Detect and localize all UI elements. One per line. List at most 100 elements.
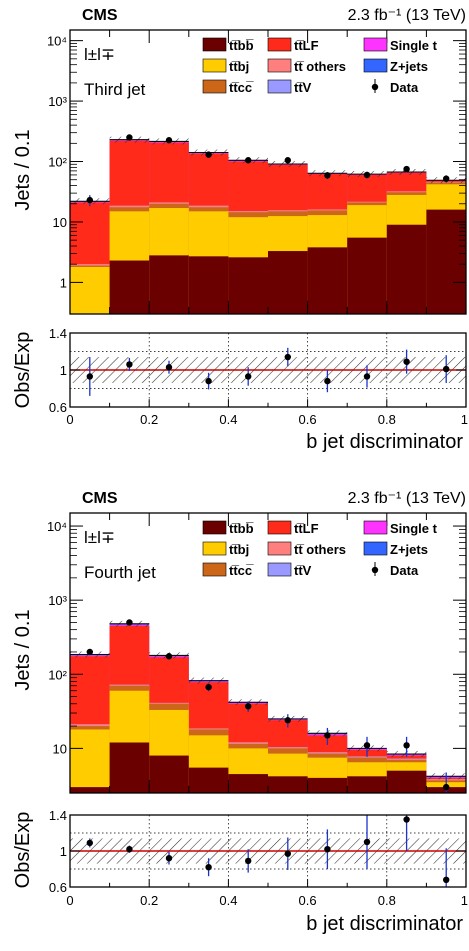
data-point-bin-9 <box>443 783 450 791</box>
legend-label-ttLF: tt̅LF <box>294 38 319 53</box>
main-plot: 1 10 10² 10³ 10⁴ <box>47 30 467 314</box>
bar-ttbb-bin-5 <box>268 776 308 793</box>
data-point-bin-1 <box>126 134 133 141</box>
y-axis-title: Jets / 0.1 <box>12 609 34 690</box>
ratio-y-tick-label: 1.4 <box>49 326 67 341</box>
x-tick-label: 0.6 <box>299 893 317 908</box>
x-tick-label: 0.2 <box>140 412 158 427</box>
data-point-bin-2 <box>165 137 173 144</box>
ratio-frame <box>69 814 467 888</box>
data-point-bin-4 <box>245 157 252 164</box>
bar-ttbb-bin-7 <box>347 237 387 314</box>
data-point-bin-8 <box>403 165 410 173</box>
legend-label-singlet: Single t <box>390 38 438 53</box>
ratio-point-bin-2 <box>165 855 173 862</box>
ratio-point-bin-1 <box>126 361 133 368</box>
bar-ttbb-bin-3 <box>188 767 229 793</box>
data-point-bin-0 <box>86 196 94 204</box>
ratio-y-tick-label: 0.6 <box>49 400 67 415</box>
ratio-point-bin-7 <box>363 838 371 846</box>
legend-label-zjets: Z+jets <box>390 542 428 557</box>
y-tick-label: 10² <box>48 667 67 682</box>
ratio-point-bin-9 <box>443 365 450 373</box>
legend: tt̅bb̅ tt̅LF Single t tt̅bj tt̅ others Z+jets… <box>202 520 438 578</box>
x-tick-label: 1 <box>461 412 468 427</box>
data-point-bin-5 <box>284 157 291 164</box>
y-tick-label: 1 <box>60 275 67 290</box>
bar-ttbj-bin-0 <box>70 266 110 314</box>
data-point-bin-6 <box>324 172 331 179</box>
bar-ttbb-bin-6 <box>307 777 348 793</box>
ratio-point-bin-1 <box>126 846 133 853</box>
ratio-point-bin-6 <box>324 377 331 385</box>
bar-ttbj-bin-0 <box>70 729 110 793</box>
bar-ttbb-bin-4 <box>228 257 268 314</box>
legend-swatch-ttother <box>267 541 292 556</box>
bar-ttbb-bin-8 <box>386 770 427 793</box>
bar-ttbb-bin-1 <box>109 742 150 793</box>
ratio-y-tick-label: 1.4 <box>49 808 67 823</box>
channel-label: l±l∓ <box>84 528 115 547</box>
y-tick-label: 10⁴ <box>47 519 67 534</box>
ratio-point-bin-2 <box>165 364 173 371</box>
ratio-point-bin-5 <box>284 850 291 857</box>
legend-swatch-zjets <box>363 541 388 556</box>
ratio-point-bin-8 <box>403 358 410 365</box>
legend-label-ttbj: tt̅bj <box>229 59 249 74</box>
ratio-y-tick-label: 1 <box>60 844 67 859</box>
bar-ttbb-bin-0 <box>70 787 110 793</box>
data-point-bin-7 <box>363 742 371 749</box>
x-tick-label: 0 <box>66 893 73 908</box>
y-tick-label: 10³ <box>48 593 67 608</box>
legend-label-data: Data <box>390 563 419 578</box>
legend-swatch-ttV <box>267 79 292 94</box>
data-point-bin-1 <box>126 619 133 626</box>
legend-swatch-ttcc <box>202 79 227 94</box>
lumi-label: 2.3 fb⁻¹ (13 TeV) <box>348 7 466 24</box>
x-tick-label: 0.6 <box>299 412 317 427</box>
data-point-bin-8 <box>403 742 410 749</box>
x-axis-title: b jet discriminator <box>306 431 463 453</box>
ratio-frame <box>69 332 467 408</box>
bar-ttbb-bin-2 <box>149 755 189 793</box>
data-point-bin-2 <box>165 653 173 660</box>
jet-label: Fourth jet <box>84 563 156 582</box>
legend-label-ttV: tt̅V <box>294 563 312 578</box>
data-point-bin-9 <box>443 175 450 182</box>
ratio-point-bin-0 <box>86 839 94 847</box>
legend-marker-data <box>371 83 379 91</box>
legend-label-ttLF: tt̅LF <box>294 521 319 536</box>
legend: tt̅bb̅ tt̅LF Single t tt̅bj tt̅ others Z+jets… <box>202 37 438 95</box>
x-tick-label: 0.8 <box>378 412 396 427</box>
ratio-point-bin-3 <box>205 864 212 871</box>
x-tick-label: 0.2 <box>140 893 158 908</box>
ratio-point-bin-4 <box>245 857 252 865</box>
x-tick-label: 0 <box>66 412 73 427</box>
legend-swatch-ttcc <box>202 562 227 577</box>
bar-ttbb-bin-8 <box>386 224 427 314</box>
bar-ttbb-bin-6 <box>307 247 348 314</box>
ratio-y-axis-title: Obs/Exp <box>12 812 34 889</box>
legend-label-ttcc: tt̅cc̅ <box>229 80 254 95</box>
y-tick-label: 10 <box>53 741 67 756</box>
ratio-point-bin-8 <box>403 816 410 823</box>
bar-ttbb-bin-4 <box>228 774 268 793</box>
legend-label-ttcc: tt̅cc̅ <box>229 563 254 578</box>
data-point-bin-7 <box>363 171 371 179</box>
legend-label-ttbj: tt̅bj <box>229 542 249 557</box>
ratio-point-bin-6 <box>324 846 331 853</box>
cms-label: CMS <box>82 490 118 507</box>
bar-ttbb-bin-9 <box>426 209 466 314</box>
y-tick-label: 10² <box>48 155 67 170</box>
data-point-bin-3 <box>205 151 212 158</box>
legend-label-ttother: tt̅ others <box>294 542 346 557</box>
ratio-plot: 0.6 1 1.4 0 0.2 0.4 0.6 0.8 1 <box>49 808 468 908</box>
bar-ttbb-bin-3 <box>188 256 229 314</box>
legend-label-ttbb: tt̅bb̅ <box>229 521 254 536</box>
legend-swatch-ttbj <box>202 58 227 73</box>
legend-swatch-zjets <box>363 58 388 73</box>
legend-label-ttbb: tt̅bb̅ <box>229 38 254 53</box>
legend-swatch-ttLF <box>267 37 292 52</box>
